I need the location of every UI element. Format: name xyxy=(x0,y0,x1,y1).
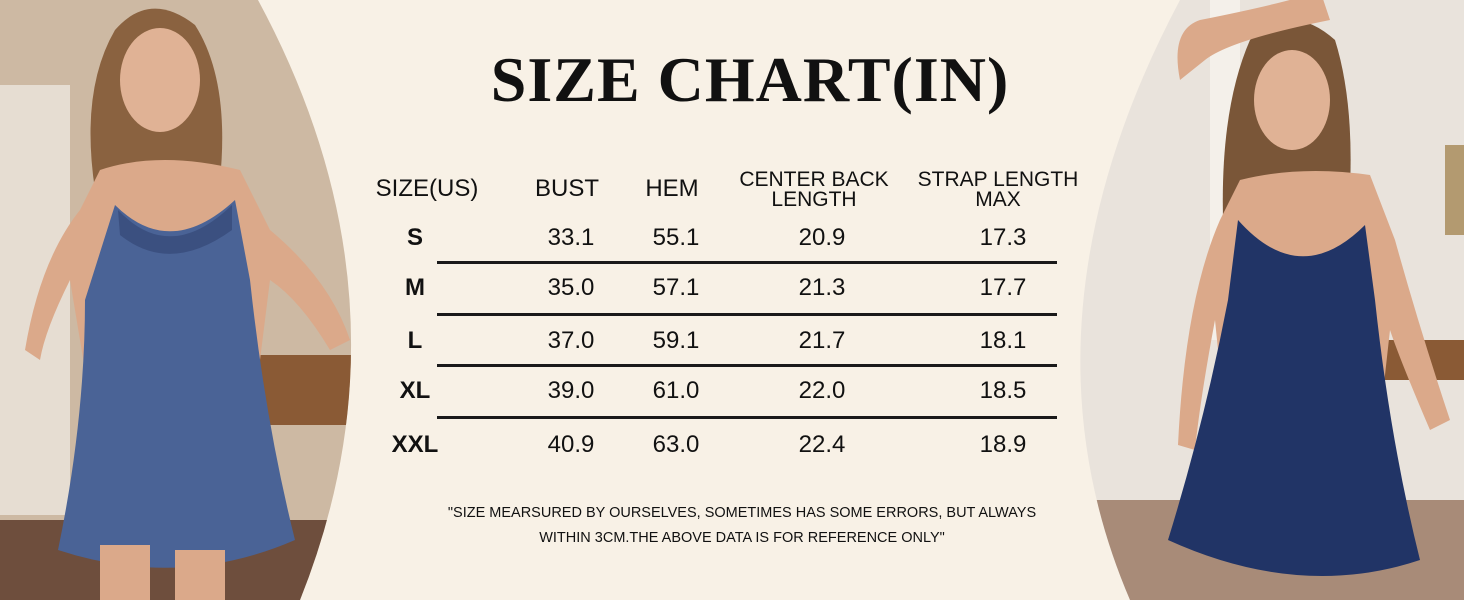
table-cell: 40.9 xyxy=(547,431,595,458)
row-divider xyxy=(437,261,1057,264)
table-cell: 17.7 xyxy=(979,274,1027,301)
table-cell: 61.0 xyxy=(652,377,700,404)
table-cell: 35.0 xyxy=(547,274,595,301)
note-line: "SIZE MEARSURED BY OURSELVES, SOMETIMES … xyxy=(447,505,1037,521)
table-cell: 20.9 xyxy=(798,224,846,251)
size-label: XL xyxy=(399,377,431,404)
size-label: S xyxy=(406,224,424,251)
table-cell: 57.1 xyxy=(652,274,700,301)
table-cell: 17.3 xyxy=(979,224,1027,251)
title: SIZE CHART(IN) xyxy=(490,44,1010,115)
size-label: L xyxy=(407,327,423,354)
right-photo xyxy=(1080,0,1464,600)
column-header: STRAP LENGTH MAX xyxy=(917,168,1079,211)
row-divider xyxy=(437,364,1057,367)
column-header: SIZE(US) xyxy=(375,175,479,202)
table-cell: 39.0 xyxy=(547,377,595,404)
table-cell: 21.3 xyxy=(798,274,846,301)
table-cell: 55.1 xyxy=(652,224,700,251)
column-header: CENTER BACK LENGTH xyxy=(739,168,889,211)
table-cell: 33.1 xyxy=(547,224,595,251)
table-cell: 59.1 xyxy=(652,327,700,354)
row-divider xyxy=(437,312,1057,316)
table-cell: 37.0 xyxy=(547,327,595,354)
table-cell: 18.9 xyxy=(979,431,1027,458)
row-divider xyxy=(437,416,1057,419)
note-line: WITHIN 3CM.THE ABOVE DATA IS FOR REFEREN… xyxy=(539,530,945,546)
left-photo xyxy=(0,0,352,600)
table-cell: 21.7 xyxy=(798,327,846,354)
size-label: XXL xyxy=(391,431,439,458)
table-cell: 18.1 xyxy=(979,327,1027,354)
table-cell: 18.5 xyxy=(979,377,1027,404)
column-header: HEM xyxy=(645,175,699,202)
table-cell: 22.0 xyxy=(798,377,846,404)
column-header: BUST xyxy=(534,175,600,202)
table-cell: 63.0 xyxy=(652,431,700,458)
size-label: M xyxy=(405,274,425,301)
table-cell: 22.4 xyxy=(798,431,846,458)
